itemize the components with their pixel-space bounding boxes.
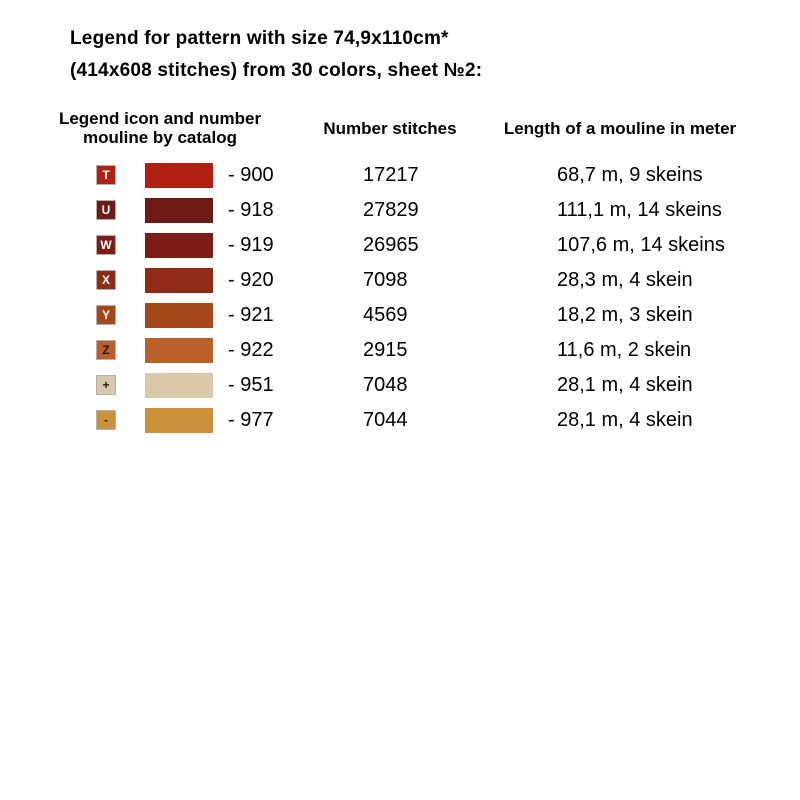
column-header-mouline-length: Length of a mouline in meter bbox=[503, 119, 737, 138]
catalog-number: - 900 bbox=[228, 164, 274, 186]
column-header-number-stitches: Number stitches bbox=[323, 119, 457, 138]
mouline-length: 11,6 m, 2 skein bbox=[557, 339, 692, 361]
thread-color-swatch bbox=[145, 268, 213, 293]
thread-color-swatch bbox=[145, 198, 213, 223]
catalog-number: - 918 bbox=[228, 199, 274, 221]
mouline-length: 28,3 m, 4 skein bbox=[557, 269, 693, 291]
legend-row: Z - 922 2915 11,6 m, 2 skein bbox=[0, 338, 800, 363]
stitch-symbol-icon: Y bbox=[96, 305, 116, 325]
catalog-number: - 920 bbox=[228, 269, 274, 291]
legend-row: + - 951 7048 28,1 m, 4 skein bbox=[0, 373, 800, 398]
stitch-count: 7048 bbox=[363, 374, 408, 396]
thread-color-swatch bbox=[145, 408, 213, 433]
stitch-count: 2915 bbox=[363, 339, 408, 361]
mouline-length: 111,1 m, 14 skeins bbox=[557, 199, 722, 221]
catalog-number: - 951 bbox=[228, 374, 274, 396]
legend-row: T - 900 17217 68,7 m, 9 skeins bbox=[0, 163, 800, 188]
stitch-symbol-icon: - bbox=[96, 410, 116, 430]
stitch-symbol-icon: + bbox=[96, 375, 116, 395]
stitch-count: 26965 bbox=[363, 234, 419, 256]
column-header-legend-line1: Legend icon and number bbox=[58, 109, 262, 128]
thread-color-swatch bbox=[145, 163, 213, 188]
stitch-count: 4569 bbox=[363, 304, 408, 326]
column-header-legend-line2: mouline by catalog bbox=[83, 128, 237, 147]
legend-row: U - 918 27829 111,1 m, 14 skeins bbox=[0, 198, 800, 223]
thread-color-swatch bbox=[145, 338, 213, 363]
legend-row: X - 920 7098 28,3 m, 4 skein bbox=[0, 268, 800, 293]
thread-color-swatch bbox=[145, 303, 213, 328]
catalog-number: - 921 bbox=[228, 304, 274, 326]
mouline-length: 68,7 m, 9 skeins bbox=[557, 164, 703, 186]
page-title-line2: (414x608 stitches) from 30 colors, sheet… bbox=[70, 60, 483, 81]
stitch-symbol-icon: W bbox=[96, 235, 116, 255]
legend-row: W - 919 26965 107,6 m, 14 skeins bbox=[0, 233, 800, 258]
legend-row: - - 977 7044 28,1 m, 4 skein bbox=[0, 408, 800, 433]
stitch-count: 7044 bbox=[363, 409, 408, 431]
stitch-symbol-icon: Z bbox=[96, 340, 116, 360]
mouline-length: 28,1 m, 4 skein bbox=[557, 374, 693, 396]
stitch-count: 27829 bbox=[363, 199, 419, 221]
column-header-legend-icon: Legend icon and number mouline by catalo… bbox=[42, 109, 278, 147]
thread-color-swatch bbox=[145, 373, 213, 398]
stitch-count: 7098 bbox=[363, 269, 408, 291]
catalog-number: - 977 bbox=[228, 409, 274, 431]
catalog-number: - 919 bbox=[228, 234, 274, 256]
mouline-length: 107,6 m, 14 skeins bbox=[557, 234, 725, 256]
legend-row: Y - 921 4569 18,2 m, 3 skein bbox=[0, 303, 800, 328]
stitch-symbol-icon: T bbox=[96, 165, 116, 185]
stitch-symbol-icon: U bbox=[96, 200, 116, 220]
stitch-symbol-icon: X bbox=[96, 270, 116, 290]
thread-color-swatch bbox=[145, 233, 213, 258]
catalog-number: - 922 bbox=[228, 339, 274, 361]
page-title-line1: Legend for pattern with size 74,9x110cm* bbox=[70, 28, 449, 49]
mouline-length: 18,2 m, 3 skein bbox=[557, 304, 693, 326]
stitch-count: 17217 bbox=[363, 164, 419, 186]
mouline-length: 28,1 m, 4 skein bbox=[557, 409, 693, 431]
